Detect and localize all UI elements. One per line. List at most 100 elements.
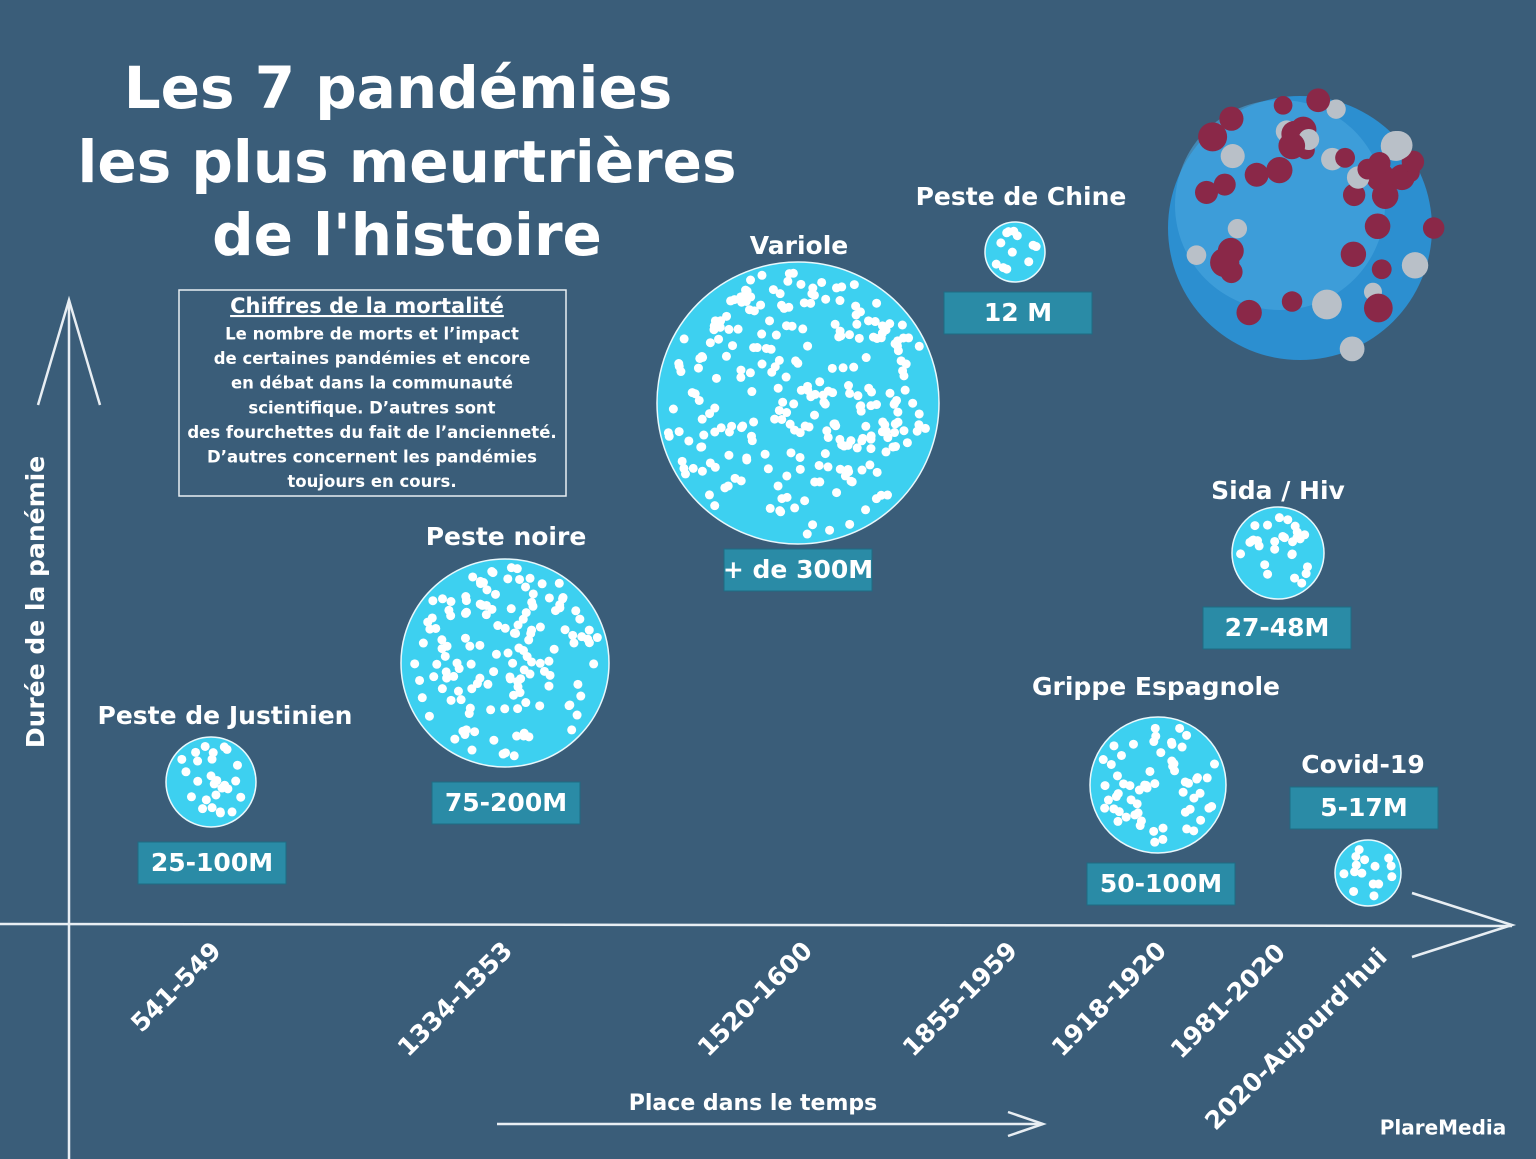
bubble-dot xyxy=(674,361,684,371)
bubble-dot xyxy=(493,621,503,631)
bubble-dot xyxy=(684,436,694,446)
bubble-dot xyxy=(853,391,863,401)
bubble-dot xyxy=(724,450,734,460)
bubble-dot xyxy=(1339,869,1349,879)
bubble-dot xyxy=(763,464,773,474)
virus-spike xyxy=(1306,88,1331,113)
bubble-dot xyxy=(742,455,752,465)
bubble-dot xyxy=(503,648,513,658)
bubble-dot xyxy=(781,372,791,382)
pandemic-name: Grippe Espagnole xyxy=(1032,672,1280,701)
time-arrow-head xyxy=(1007,1110,1047,1138)
bubble-dot xyxy=(438,594,448,604)
bubble-dot xyxy=(845,519,855,529)
bubble-dot xyxy=(1209,759,1219,769)
bubble-dot xyxy=(1106,759,1116,769)
bubble-dot xyxy=(526,628,536,638)
bubble-dot xyxy=(893,417,903,427)
pandemic-name: Peste de Chine xyxy=(916,182,1127,211)
title-line: Les 7 pandémies xyxy=(124,54,673,122)
bubble-dot xyxy=(835,296,845,306)
bubble-dot xyxy=(736,372,746,382)
bubble-dot xyxy=(461,725,471,735)
bubble-dot xyxy=(1370,861,1380,871)
pandemic-name: Peste de Justinien xyxy=(98,701,353,730)
bubble-dot xyxy=(576,691,586,701)
bubble-dot xyxy=(901,359,911,369)
bubble-dot xyxy=(1182,824,1192,834)
deaths-label: 50-100M xyxy=(1100,869,1222,898)
note-heading: Chiffres de la mortalité xyxy=(230,294,504,318)
note-line: Le nombre de morts et l’impact xyxy=(225,325,519,344)
bubble-dot xyxy=(728,341,738,351)
bubble-dot xyxy=(211,790,221,800)
bubble-dot xyxy=(483,679,493,689)
bubble-dot xyxy=(223,784,233,794)
bubble-dot xyxy=(1178,787,1188,797)
bubble-dot xyxy=(490,589,500,599)
bubble-dot xyxy=(778,397,788,407)
bubble-dot xyxy=(437,684,447,694)
bubble-dot xyxy=(1100,781,1110,791)
bubble-dot xyxy=(857,465,867,475)
bubble-dot xyxy=(795,452,805,462)
bubble-dot xyxy=(498,749,508,759)
virus-spike xyxy=(1335,147,1356,168)
bubble-dot xyxy=(900,385,910,395)
bubble-dot xyxy=(766,344,776,354)
y-axis-label: Durée de la panémie xyxy=(21,456,50,748)
bubble-dot xyxy=(866,444,876,454)
bubble-dot xyxy=(771,330,781,340)
bubble-dot xyxy=(777,414,787,424)
virus-spike xyxy=(1422,217,1445,239)
bubble-dot xyxy=(791,356,801,366)
bubble-dot xyxy=(697,466,707,476)
virus-spike xyxy=(1194,180,1219,204)
bubble-dot xyxy=(861,421,871,431)
bubble-dot xyxy=(817,277,827,287)
bubble-dot xyxy=(852,319,862,329)
bubble-dot xyxy=(863,316,873,326)
bubble-dot xyxy=(775,506,785,516)
bubble-dot xyxy=(544,681,554,691)
bubble-dot xyxy=(573,679,583,689)
bubble-dot xyxy=(846,436,856,446)
virus-spike xyxy=(1198,122,1228,152)
bubble-dot xyxy=(820,399,830,409)
note-line: en débat dans la communauté xyxy=(231,374,513,393)
bubble-dot xyxy=(513,676,523,686)
bubble-dot xyxy=(1007,247,1017,257)
bubble-dot xyxy=(836,331,846,341)
bubble-dot xyxy=(736,292,746,302)
bubble-dot xyxy=(846,476,856,486)
virus-spike xyxy=(1273,95,1293,115)
bubble-dot xyxy=(693,363,703,373)
bubble-dot xyxy=(1351,851,1361,861)
bubble-dot xyxy=(803,341,813,351)
bubble-dot xyxy=(737,423,747,433)
bubble-dot xyxy=(1250,521,1260,531)
bubble-dot xyxy=(1004,227,1014,237)
bubble-dot xyxy=(1374,879,1384,889)
bubble-dot xyxy=(789,399,799,409)
bubble-dot xyxy=(232,760,242,770)
bubble-dot xyxy=(1158,834,1168,844)
bubble-dot xyxy=(1386,861,1396,871)
bubble-dot xyxy=(821,294,831,304)
bubble-dot xyxy=(810,389,820,399)
bubble-dot xyxy=(885,388,895,398)
bubble-dot xyxy=(535,622,545,632)
bubble-dot xyxy=(472,679,482,689)
virus-spike xyxy=(1217,237,1244,264)
bubble-dot xyxy=(1103,795,1113,805)
bubble-dot xyxy=(699,430,709,440)
bubble-dot xyxy=(838,363,848,373)
title-line: de l'histoire xyxy=(212,201,602,269)
bubble-dot xyxy=(1177,742,1187,752)
bubble-dot xyxy=(861,353,871,363)
bubble-dot xyxy=(773,383,783,393)
bubble-dot xyxy=(872,467,882,477)
virus-spike xyxy=(1266,157,1293,184)
bubble-dot xyxy=(191,747,201,757)
